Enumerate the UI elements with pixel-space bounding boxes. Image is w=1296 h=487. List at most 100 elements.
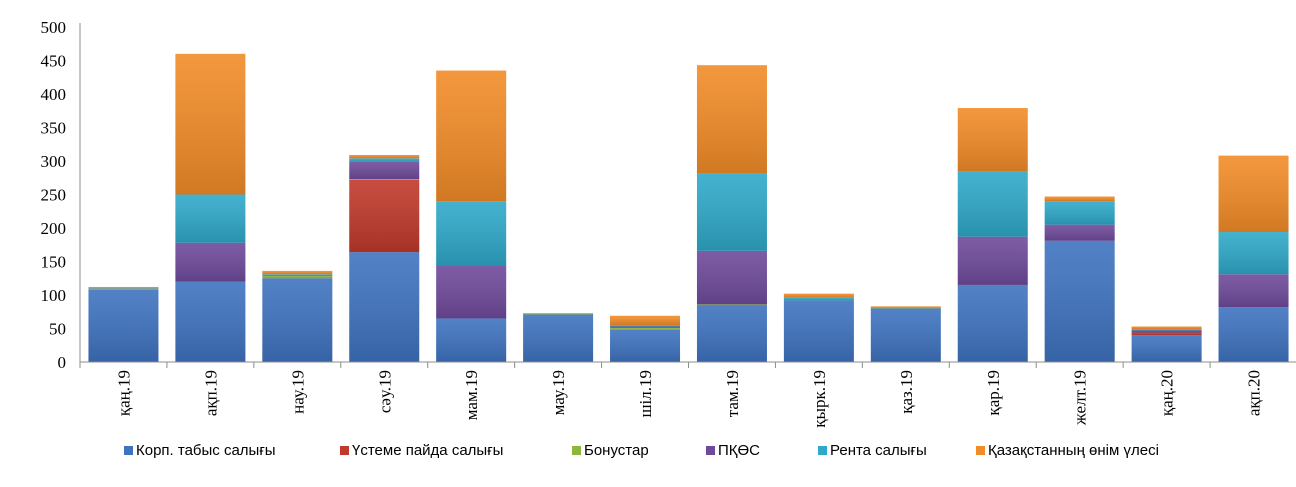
bar-segment-shading xyxy=(88,288,159,290)
bar-segment-shading xyxy=(88,288,159,289)
y-tick-label: 500 xyxy=(41,18,67,37)
bar-segment-shading xyxy=(696,304,767,306)
y-axis-tick-labels: 0 50 100 150 200 250 300 350 400 450 500 xyxy=(41,18,67,372)
bar-segment-shading xyxy=(436,265,507,319)
bar-segment-shading xyxy=(349,161,420,180)
bar-segment-shading xyxy=(1218,307,1289,362)
bar-segment-shading xyxy=(523,313,594,315)
x-tick-label: шіл.19 xyxy=(636,370,655,418)
bar-segment-shading xyxy=(1218,155,1289,233)
bar-segment-shading xyxy=(1218,232,1289,275)
x-tick-label: сәу.19 xyxy=(375,370,394,413)
bar-segment-shading xyxy=(1131,332,1202,336)
bar-segment-shading xyxy=(1044,240,1115,362)
x-tick-label: қаң.19 xyxy=(114,370,133,416)
x-tick-label: мам.19 xyxy=(462,370,481,420)
x-tick-label: там.19 xyxy=(723,370,742,417)
y-tick-label: 250 xyxy=(41,186,67,205)
bar-segment-shading xyxy=(696,250,767,305)
legend-swatch xyxy=(124,446,133,455)
y-tick-label: 200 xyxy=(41,219,67,238)
x-tick-label: қырк.19 xyxy=(810,370,829,428)
bar-segment-shading xyxy=(88,286,159,289)
y-tick-label: 0 xyxy=(58,353,67,372)
bar-segment-shading xyxy=(1131,326,1202,330)
bar-segment-shading xyxy=(696,173,767,251)
legend-label: Рента салығы xyxy=(830,442,927,459)
bar-segment-shading xyxy=(262,274,333,276)
x-tick-label: желт.19 xyxy=(1071,370,1090,426)
y-tick-label: 100 xyxy=(41,286,67,305)
bar-segment-shading xyxy=(1131,330,1202,333)
bar-segment-shading xyxy=(1131,329,1202,331)
bar-segment-shading xyxy=(175,53,246,195)
bar-segment-shading xyxy=(870,308,941,362)
x-axis-tick-labels: қаң.19 ақп.19 нау.19 сәу.19 мам.19 мау.19 шіл.… xyxy=(114,370,1263,428)
bar-segment-shading xyxy=(262,278,333,362)
bar-segment-shading xyxy=(523,314,594,362)
bar-segment-shading xyxy=(783,300,854,362)
x-tick-label: қар.19 xyxy=(984,370,1003,416)
bar-segment-shading xyxy=(610,325,681,327)
y-tick-label: 150 xyxy=(41,253,67,272)
axes xyxy=(79,23,1296,368)
bar-segment-shading xyxy=(349,252,420,362)
bar-segment-shading xyxy=(957,236,1028,285)
legend: Корп. табыс салығы Үстеме пайда салығы Бон… xyxy=(124,442,1159,459)
bar-segment-shading xyxy=(349,158,420,162)
legend-swatch xyxy=(572,446,581,455)
y-tick-label: 350 xyxy=(41,119,67,138)
bar-segment-shading xyxy=(436,318,507,362)
x-tick-label: нау.19 xyxy=(288,370,307,414)
legend-swatch xyxy=(340,446,349,455)
bar-segment-shading xyxy=(175,194,246,243)
bar-segment-shading xyxy=(436,70,507,202)
bar-segment-shading xyxy=(957,171,1028,237)
legend-label: Үстеме пайда салығы xyxy=(352,442,503,459)
bar-segment-shading xyxy=(1131,335,1202,362)
legend-swatch xyxy=(706,446,715,455)
bar-segment-shading xyxy=(870,306,941,308)
bar-segment-shading xyxy=(175,242,246,282)
legend-label: Бонустар xyxy=(584,442,649,459)
bar-segment-shading xyxy=(783,297,854,301)
bar-segment-shading xyxy=(1044,224,1115,241)
legend-swatch xyxy=(818,446,827,455)
bar-segment-shading xyxy=(610,329,681,362)
bar-segment-shading xyxy=(262,270,333,275)
bar-segment-shading xyxy=(175,281,246,362)
bar-segment-shading xyxy=(696,305,767,362)
bar-segment-shading xyxy=(262,274,333,275)
y-tick-label: 300 xyxy=(41,152,67,171)
x-tick-label: қаң.20 xyxy=(1158,370,1177,416)
bar-segment-shading xyxy=(870,307,941,309)
bar-segment-shading xyxy=(436,201,507,266)
bar-segment-shading xyxy=(610,327,681,330)
bar-segment-shading xyxy=(523,313,594,314)
x-tick-label: ақп.19 xyxy=(201,370,220,416)
bar-segment-shading xyxy=(783,293,854,298)
bar-segment-shading xyxy=(696,65,767,174)
legend-label: Корп. табыс салығы xyxy=(136,442,276,459)
bar-segment-shading xyxy=(957,284,1028,362)
legend-label: Қазақстанның өнім үлесі xyxy=(988,442,1159,459)
x-tick-label: мау.19 xyxy=(549,370,568,415)
bar-segment-shading xyxy=(88,289,159,362)
y-tick-label: 400 xyxy=(41,85,67,104)
x-tick-label: ақп.20 xyxy=(1245,370,1264,416)
bar-segments xyxy=(88,53,1289,362)
y-tick-label: 450 xyxy=(41,52,67,71)
bar-segment-shading xyxy=(1218,274,1289,308)
bar-segment-shading xyxy=(610,326,681,328)
bar-segment-shading xyxy=(870,307,941,308)
legend-swatch xyxy=(976,446,985,455)
legend-label: ПҚӨС xyxy=(718,442,760,459)
bar-segment-shading xyxy=(957,108,1028,172)
bar-segment-shading xyxy=(349,154,420,159)
bar-segment-shading xyxy=(610,315,681,326)
bar-segment-shading xyxy=(349,179,420,253)
bar-segment-shading xyxy=(262,275,333,279)
y-tick-label: 50 xyxy=(49,320,66,339)
bar-segment-shading xyxy=(1044,201,1115,225)
